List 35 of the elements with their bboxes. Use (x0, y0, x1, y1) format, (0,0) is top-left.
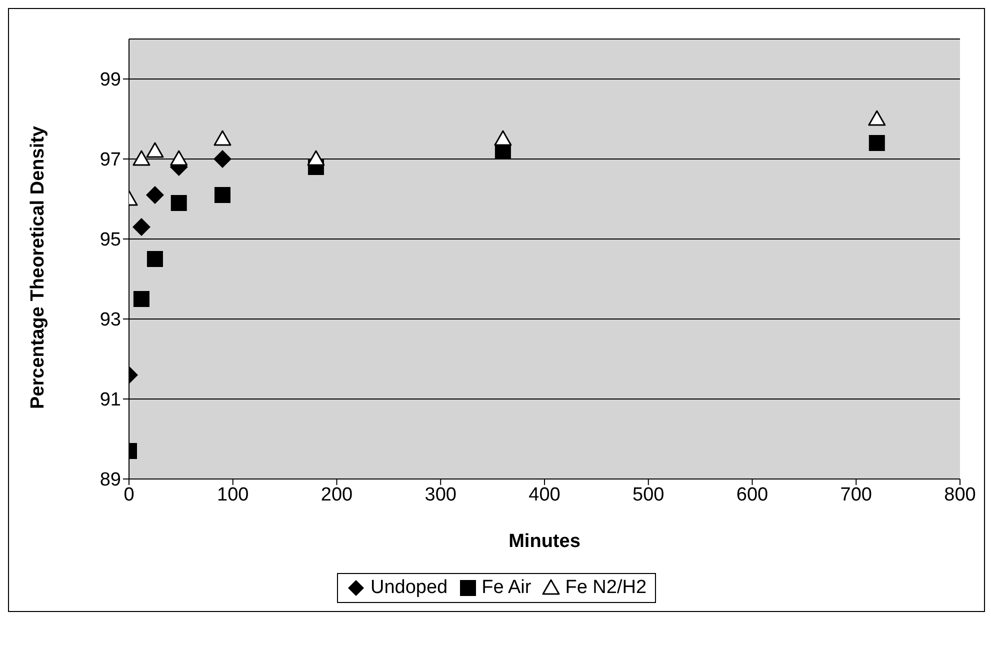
y-tick-label: 99 (100, 70, 121, 91)
legend-label: Fe N2/H2 (564, 577, 647, 599)
x-tick-label: 400 (528, 484, 560, 506)
y-tick-label: 89 (100, 470, 121, 491)
legend-label: Undoped (369, 577, 448, 599)
point (214, 187, 230, 203)
y-tick-label: 97 (100, 150, 121, 171)
point (132, 218, 150, 236)
x-tick-label: 200 (320, 484, 353, 506)
x-tick-label: 600 (736, 484, 768, 506)
point (146, 142, 164, 158)
y-axis-title: Percentage Theoretical Density (28, 126, 49, 409)
point (132, 150, 150, 166)
x-tick-label: 700 (840, 484, 872, 506)
point (146, 251, 163, 267)
point (868, 110, 886, 126)
x-tick-label: 300 (424, 484, 456, 506)
point (213, 150, 232, 168)
point (133, 291, 150, 307)
legend-label: Fe Air (480, 577, 532, 599)
point (868, 135, 885, 151)
y-tick-label: 93 (100, 310, 121, 331)
x-tick-label: 100 (217, 484, 249, 506)
point (307, 150, 325, 166)
x-tick-label: 500 (632, 484, 664, 506)
point (170, 150, 188, 166)
point (494, 130, 512, 146)
point (170, 195, 187, 211)
x-axis-title: Minutes (508, 531, 580, 552)
y-tick-label: 91 (100, 390, 121, 411)
x-tick-label: 800 (944, 484, 976, 506)
y-tick-label: 95 (100, 230, 121, 251)
point (146, 186, 164, 204)
x-tick-label: 0 (124, 484, 134, 506)
point (214, 130, 232, 146)
